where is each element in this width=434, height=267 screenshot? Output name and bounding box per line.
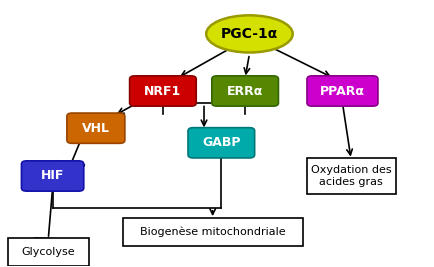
FancyBboxPatch shape	[188, 128, 255, 158]
Ellipse shape	[206, 15, 293, 53]
Text: PGC-1α: PGC-1α	[221, 27, 278, 41]
Text: PPARα: PPARα	[320, 84, 365, 97]
FancyBboxPatch shape	[306, 158, 396, 194]
Text: HIF: HIF	[41, 170, 64, 183]
Text: Glycolyse: Glycolyse	[21, 247, 75, 257]
Text: NRF1: NRF1	[144, 84, 181, 97]
FancyBboxPatch shape	[67, 113, 125, 143]
FancyBboxPatch shape	[21, 161, 84, 191]
Text: Oxydation des
acides gras: Oxydation des acides gras	[311, 165, 391, 187]
FancyBboxPatch shape	[212, 76, 279, 106]
Text: VHL: VHL	[82, 122, 110, 135]
FancyBboxPatch shape	[8, 238, 89, 266]
Text: ERRα: ERRα	[227, 84, 263, 97]
FancyBboxPatch shape	[123, 218, 302, 246]
Text: GABP: GABP	[202, 136, 240, 149]
FancyBboxPatch shape	[307, 76, 378, 106]
Text: Biogenèse mitochondriale: Biogenèse mitochondriale	[140, 226, 286, 237]
FancyBboxPatch shape	[130, 76, 196, 106]
